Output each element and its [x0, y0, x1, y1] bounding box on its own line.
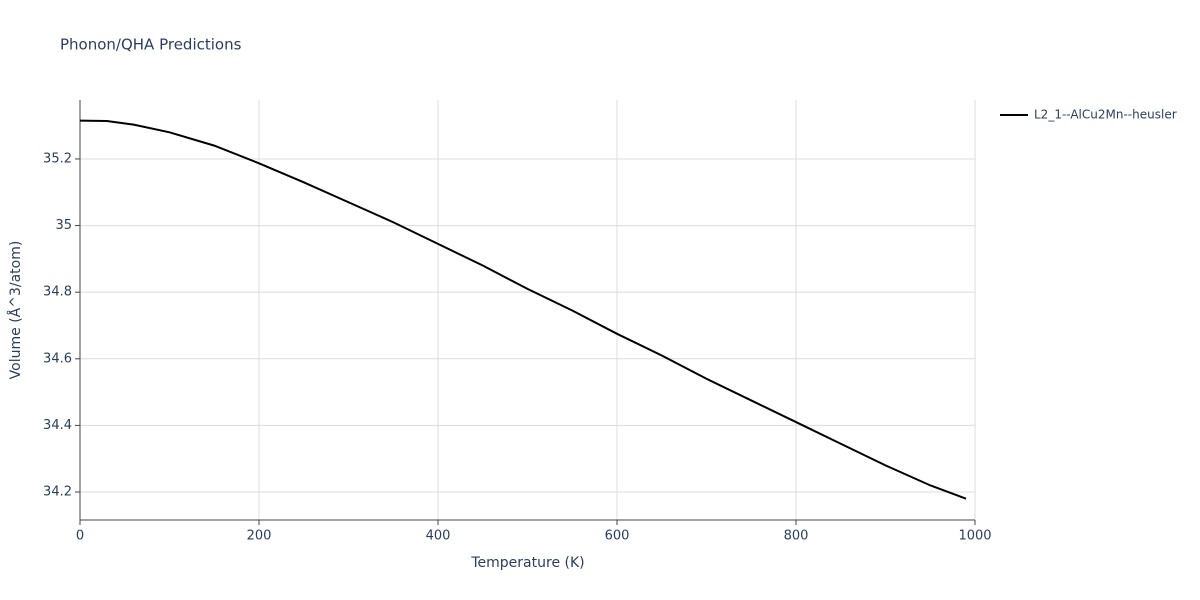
x-tick-label: 1000 [958, 529, 991, 544]
x-tick-label: 400 [426, 529, 451, 544]
x-tick-label: 200 [247, 529, 272, 544]
y-axis-title: Volume (Å^3/atom) [7, 241, 24, 380]
y-tick-label: 34.2 [43, 485, 72, 500]
y-tick-label: 35.2 [43, 151, 72, 166]
x-axis-title: Temperature (K) [470, 555, 584, 571]
y-tick-label: 34.8 [43, 285, 72, 300]
y-tick-label: 34.6 [43, 351, 72, 366]
x-tick-label: 600 [605, 529, 630, 544]
y-tick-label: 35 [55, 218, 72, 233]
data-line [79, 119, 967, 500]
y-tick-label: 34.4 [43, 418, 72, 433]
chart-title: Phonon/QHA Predictions [60, 36, 242, 54]
legend-label: L2_1--AlCu2Mn--heusler [1034, 108, 1177, 122]
x-tick-label: 800 [784, 529, 809, 544]
x-tick-label: 0 [76, 529, 84, 544]
